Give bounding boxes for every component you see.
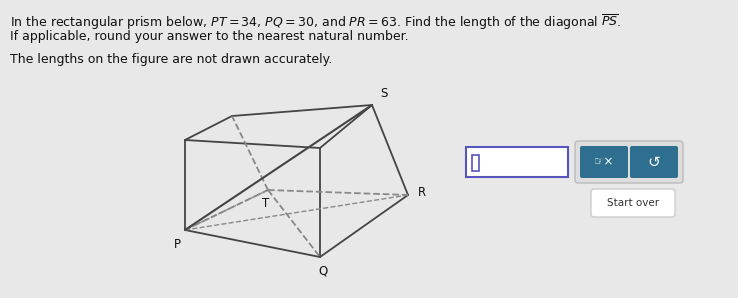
- Text: S: S: [380, 87, 387, 100]
- Text: The lengths on the figure are not drawn accurately.: The lengths on the figure are not drawn …: [10, 53, 332, 66]
- Text: In the rectangular prism below, $PT=34$, $PQ=30$, and $PR=63$. Find the length o: In the rectangular prism below, $PT=34$,…: [10, 13, 621, 32]
- FancyBboxPatch shape: [630, 146, 678, 178]
- Text: Start over: Start over: [607, 198, 659, 208]
- Text: P: P: [173, 238, 181, 251]
- Text: T: T: [263, 197, 269, 210]
- Text: Q: Q: [318, 265, 328, 278]
- Text: R: R: [418, 187, 426, 199]
- FancyBboxPatch shape: [466, 147, 568, 177]
- Text: ☞×: ☞×: [594, 156, 614, 168]
- FancyBboxPatch shape: [575, 141, 683, 183]
- Text: If applicable, round your answer to the nearest natural number.: If applicable, round your answer to the …: [10, 30, 409, 43]
- FancyBboxPatch shape: [580, 146, 628, 178]
- Text: ↺: ↺: [648, 154, 661, 170]
- FancyBboxPatch shape: [472, 155, 479, 171]
- FancyBboxPatch shape: [591, 189, 675, 217]
